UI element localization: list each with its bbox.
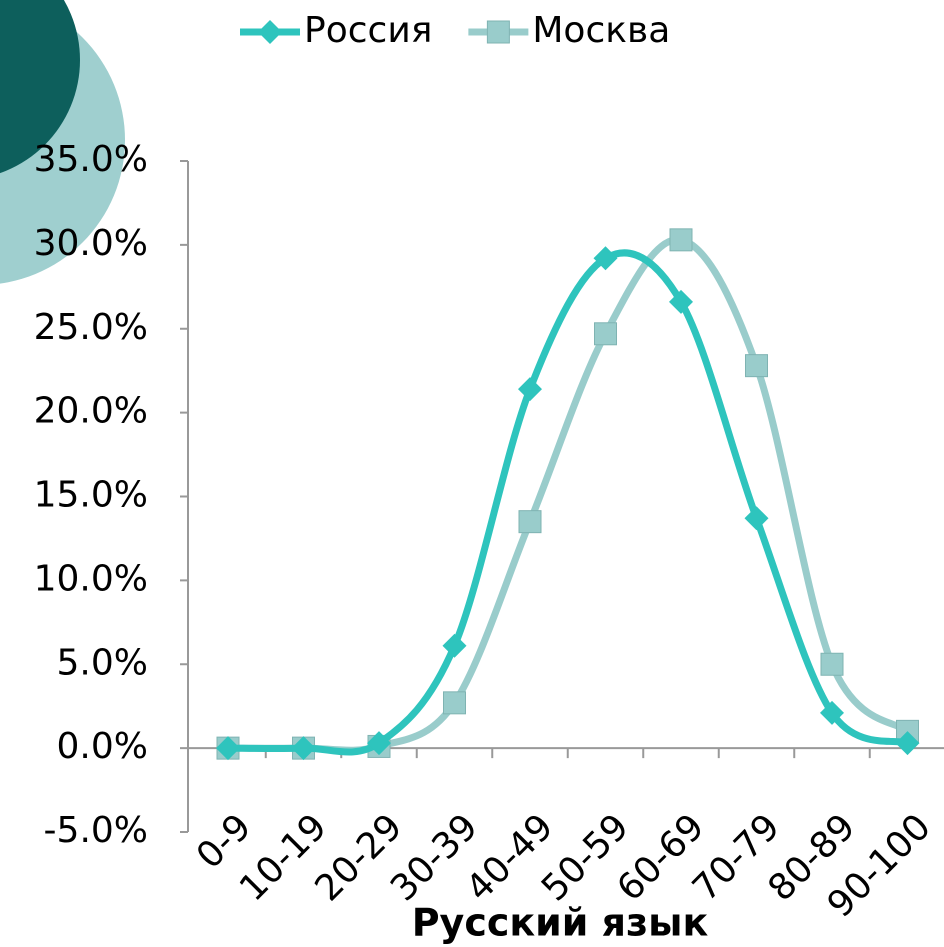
y-tick-label: 5.0% <box>57 642 148 683</box>
x-tick-label: 70-79 <box>685 806 788 909</box>
marker <box>443 634 467 658</box>
marker <box>258 20 282 44</box>
legend-item: Москва <box>468 10 670 51</box>
marker <box>444 692 466 714</box>
legend-item: Россия <box>240 10 432 51</box>
series-line <box>228 253 908 752</box>
marker <box>670 229 692 251</box>
marker <box>745 506 769 530</box>
marker <box>487 21 509 43</box>
x-tick-label: 50-59 <box>534 806 637 909</box>
series-line <box>228 239 908 750</box>
y-tick-label: 35.0% <box>34 139 148 180</box>
y-tick-label: 0.0% <box>57 726 148 767</box>
marker <box>746 355 768 377</box>
legend-label: Москва <box>532 10 670 51</box>
y-tick-label: 30.0% <box>34 223 148 264</box>
y-tick-label: 20.0% <box>34 391 148 432</box>
y-tick-label: 10.0% <box>34 558 148 599</box>
y-tick-label: 25.0% <box>34 307 148 348</box>
chart: Русский язык -5.0%0.0%5.0%10.0%15.0%20.0… <box>0 0 944 947</box>
x-tick-label: 40-49 <box>458 806 561 909</box>
x-tick-label: 20-29 <box>307 806 410 909</box>
x-tick-label: 10-19 <box>232 806 335 909</box>
x-tick-label: 30-39 <box>383 806 486 909</box>
legend-label: Россия <box>304 10 432 51</box>
y-tick-label: 15.0% <box>34 475 148 516</box>
y-tick-label: -5.0% <box>44 810 148 851</box>
x-tick-label: 60-69 <box>609 806 712 909</box>
marker <box>595 323 617 345</box>
marker <box>821 653 843 675</box>
marker <box>518 377 542 401</box>
marker <box>519 511 541 533</box>
